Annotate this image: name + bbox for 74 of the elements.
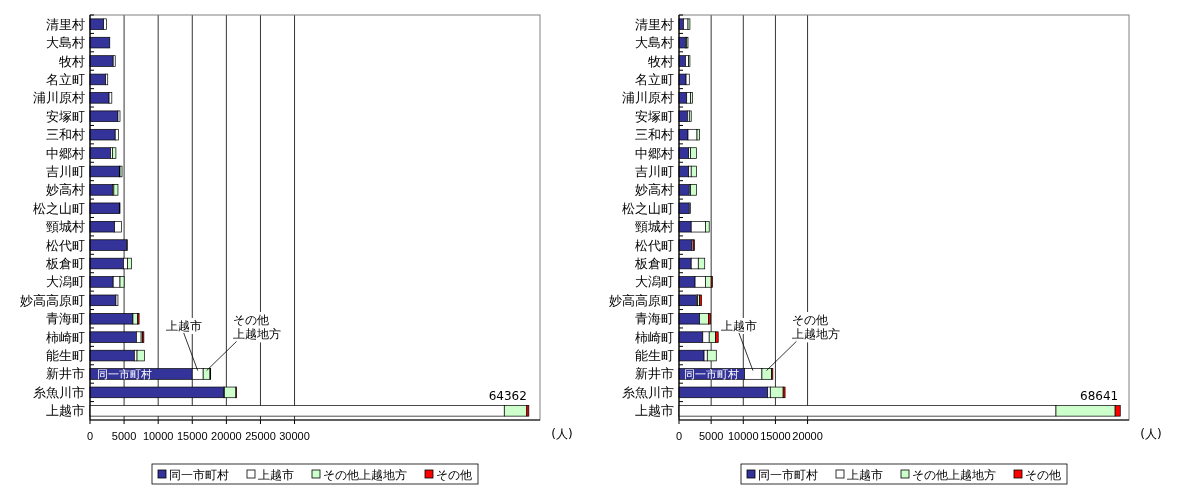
x-axis-title: (人) <box>1140 427 1162 441</box>
x-axis-title: (人) <box>551 427 573 441</box>
legend-label: その他 <box>1025 467 1061 482</box>
y-tick-label: 頸城村 <box>46 219 85 235</box>
annotation: 68641 <box>1080 389 1119 404</box>
y-tick-label: 青海町 <box>46 311 85 327</box>
annotation: その他上越地方 <box>792 312 841 342</box>
y-tick-label: 柿崎町 <box>635 329 674 345</box>
x-tick-label: 15000 <box>760 430 791 442</box>
annotation: 上越市 <box>720 318 757 333</box>
y-tick-label: 大島村 <box>635 35 674 51</box>
y-tick-label: 上越市 <box>635 403 674 419</box>
x-tick-label: 10000 <box>142 430 174 442</box>
x-tick-label: 20000 <box>792 430 823 442</box>
y-tick-label: 安塚町 <box>635 108 674 124</box>
x-tick-label: 30000 <box>279 430 310 442</box>
x-tick-label: 15000 <box>176 430 208 442</box>
y-tick-label: 上越市 <box>46 403 85 419</box>
y-tick-label: 名立町 <box>635 71 674 87</box>
y-tick-label: 名立町 <box>46 71 85 87</box>
y-tick-label: 大潟町 <box>635 274 674 290</box>
legend-label: 上越市 <box>847 467 883 482</box>
annotation: 上越市 <box>165 318 202 333</box>
legend-label: その他上越地方 <box>912 467 996 482</box>
x-tick-label: 5000 <box>698 430 724 442</box>
y-tick-label: 松代町 <box>46 237 85 253</box>
y-tick-label: 清里村 <box>46 16 85 32</box>
y-tick-label: 能生町 <box>46 348 85 364</box>
x-tick-label: 20000 <box>211 430 242 442</box>
y-tick-label: 中郷村 <box>46 145 85 161</box>
y-tick-label: 大潟町 <box>46 274 85 290</box>
y-tick-label: 浦川原村 <box>33 90 85 106</box>
y-tick-label: 吉川町 <box>635 163 674 179</box>
y-tick-label: 糸魚川市 <box>622 384 674 400</box>
y-tick-label: 松代町 <box>635 237 674 253</box>
x-tick-label: 25000 <box>245 430 276 442</box>
y-tick-label: 頸城村 <box>635 219 674 235</box>
x-tick-label: 5000 <box>111 430 137 442</box>
legend-label: その他 <box>436 467 472 482</box>
y-tick-label: 三和村 <box>46 127 85 143</box>
annotation: 同一市町村 <box>96 368 152 382</box>
y-tick-label: 板倉町 <box>45 256 85 272</box>
y-tick-label: 牧村 <box>59 53 85 69</box>
x-tick-label: 0 <box>675 430 683 442</box>
y-tick-label: 板倉町 <box>634 256 674 272</box>
legend-label: 同一市町村 <box>758 467 818 482</box>
y-tick-label: 三和村 <box>635 127 674 143</box>
y-tick-label: 新井市 <box>635 366 674 382</box>
y-tick-label: 松之山町 <box>622 200 674 216</box>
y-tick-label: 安塚町 <box>46 108 85 124</box>
annotation: 同一市町村 <box>684 368 740 382</box>
legend-label: その他上越地方 <box>323 467 407 482</box>
y-tick-label: 清里村 <box>635 16 674 32</box>
y-tick-label: 中郷村 <box>635 145 674 161</box>
y-tick-label: 妙高村 <box>635 182 674 198</box>
y-tick-label: 浦川原村 <box>622 90 674 106</box>
y-tick-label: 大島村 <box>46 35 85 51</box>
y-tick-label: 柿崎町 <box>46 329 85 345</box>
legend-label: 上越市 <box>258 467 294 482</box>
y-tick-label: 吉川町 <box>46 163 85 179</box>
y-tick-label: 能生町 <box>635 348 674 364</box>
y-tick-label: 青海町 <box>635 311 674 327</box>
y-tick-label: 糸魚川市 <box>33 384 85 400</box>
y-tick-label: 牧村 <box>648 53 674 69</box>
y-tick-label: 妙高高原町 <box>609 292 674 308</box>
legend-label: 同一市町村 <box>169 467 229 482</box>
y-tick-label: 新井市 <box>46 366 85 382</box>
annotation: 64362 <box>488 389 527 404</box>
y-tick-label: 妙高村 <box>46 182 85 198</box>
annotation: その他上越地方 <box>232 312 281 342</box>
x-tick-label: 0 <box>86 430 94 442</box>
y-tick-label: 妙高高原町 <box>20 292 85 308</box>
x-tick-label: 10000 <box>727 430 759 442</box>
y-tick-label: 松之山町 <box>33 200 85 216</box>
